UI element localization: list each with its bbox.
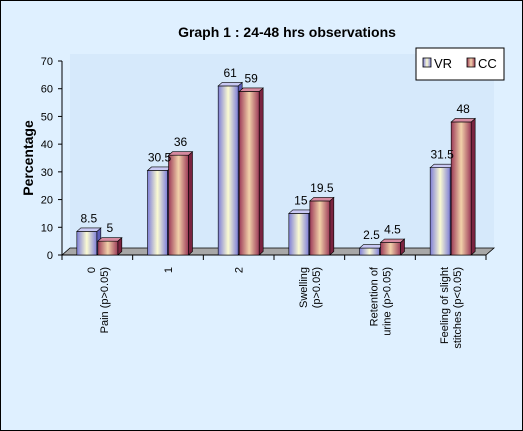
bar-side bbox=[329, 196, 335, 256]
bar-top bbox=[217, 82, 243, 87]
bars bbox=[76, 81, 476, 256]
x-category-label: urine (p>0.05) bbox=[382, 267, 394, 336]
bar-front bbox=[288, 213, 310, 256]
y-tick-label: 0 bbox=[47, 250, 53, 262]
y-tick-label: 60 bbox=[41, 84, 53, 96]
x-category-label: 0 bbox=[86, 267, 98, 273]
data-label-vr: 61 bbox=[223, 66, 237, 80]
bar-top bbox=[97, 237, 123, 242]
data-label-vr: 31.5 bbox=[430, 148, 454, 162]
legend-label-cc: CC bbox=[478, 56, 497, 71]
bar-top bbox=[76, 227, 102, 232]
bar-side bbox=[470, 117, 476, 256]
bar-top bbox=[450, 118, 476, 123]
legend-swatch-vr bbox=[422, 57, 432, 68]
data-label-cc: 19.5 bbox=[310, 181, 334, 195]
bar-front bbox=[147, 170, 168, 256]
y-tick-label: 70 bbox=[41, 56, 53, 68]
x-category-label: (p>0.05) bbox=[311, 267, 323, 308]
bar-front bbox=[309, 200, 331, 256]
y-tick-label: 40 bbox=[41, 139, 53, 151]
bar-top bbox=[288, 209, 314, 214]
bar-front bbox=[76, 231, 98, 256]
bar-side bbox=[258, 87, 264, 256]
bar-cc bbox=[97, 236, 123, 256]
y-tick-label: 10 bbox=[41, 222, 53, 234]
bar-front bbox=[217, 85, 239, 256]
chart-title: Graph 1 : 24-48 hrs observations bbox=[178, 24, 396, 40]
bar-vr bbox=[429, 163, 455, 256]
data-label-vr: 15 bbox=[294, 193, 308, 207]
bar-top bbox=[429, 163, 455, 168]
bar-front bbox=[168, 154, 189, 256]
bar-top bbox=[146, 166, 173, 171]
y-tick-label: 30 bbox=[41, 167, 53, 179]
bar-side bbox=[188, 151, 193, 256]
bar-front bbox=[359, 247, 380, 256]
y-axis-label: Percentage bbox=[20, 120, 36, 196]
bar-top bbox=[238, 87, 264, 92]
data-label-cc: 59 bbox=[244, 71, 258, 85]
x-category-label: 1 bbox=[163, 267, 175, 273]
bar-cc bbox=[238, 87, 264, 256]
y-tick-label: 50 bbox=[41, 111, 53, 123]
x-category-label: Pain (p>0.05) bbox=[99, 267, 111, 333]
plot-floor bbox=[60, 247, 496, 256]
bar-vr bbox=[146, 166, 173, 256]
legend: VR CC bbox=[415, 47, 505, 81]
bar-top bbox=[309, 197, 335, 202]
data-label-cc: 48 bbox=[456, 102, 470, 116]
bar-top bbox=[358, 244, 385, 249]
legend-swatch-cc bbox=[466, 57, 476, 68]
bar-cc bbox=[379, 238, 406, 256]
data-label-vr: 30.5 bbox=[148, 150, 172, 164]
bar-vr bbox=[217, 81, 243, 256]
x-category-label: Feeling of slight bbox=[439, 267, 451, 344]
x-category-label: Swelling bbox=[298, 267, 310, 308]
x-category-label: Retention of bbox=[369, 266, 381, 326]
bar-vr bbox=[358, 243, 385, 256]
x-category-label: stitches (p<0.05) bbox=[452, 267, 464, 349]
bar-vr bbox=[76, 227, 102, 256]
y-tick-label: 20 bbox=[41, 195, 53, 207]
bar-front bbox=[429, 167, 451, 256]
bar-front bbox=[450, 121, 472, 256]
plot-back-wall bbox=[70, 54, 494, 248]
bar-cc bbox=[450, 117, 476, 256]
bar-front bbox=[238, 91, 260, 256]
data-label-cc: 36 bbox=[174, 135, 188, 149]
bar-cc bbox=[309, 196, 335, 256]
bar-front bbox=[97, 240, 119, 256]
bar-cc bbox=[167, 151, 194, 256]
data-label-vr: 2.5 bbox=[363, 228, 380, 242]
data-label-vr: 8.5 bbox=[80, 211, 97, 225]
bar-top bbox=[379, 238, 406, 243]
legend-label-vr: VR bbox=[434, 56, 452, 71]
x-category-label: 2 bbox=[234, 267, 246, 273]
bar-front bbox=[380, 242, 401, 256]
data-label-cc: 5 bbox=[106, 221, 113, 235]
bar-top bbox=[167, 151, 194, 156]
data-label-cc: 4.5 bbox=[384, 223, 401, 237]
bar-vr bbox=[288, 209, 314, 256]
x-category-labels: 0 Pain (p>0.05) 1 2 Swelling (p>0.05) Retentio… bbox=[86, 266, 464, 349]
